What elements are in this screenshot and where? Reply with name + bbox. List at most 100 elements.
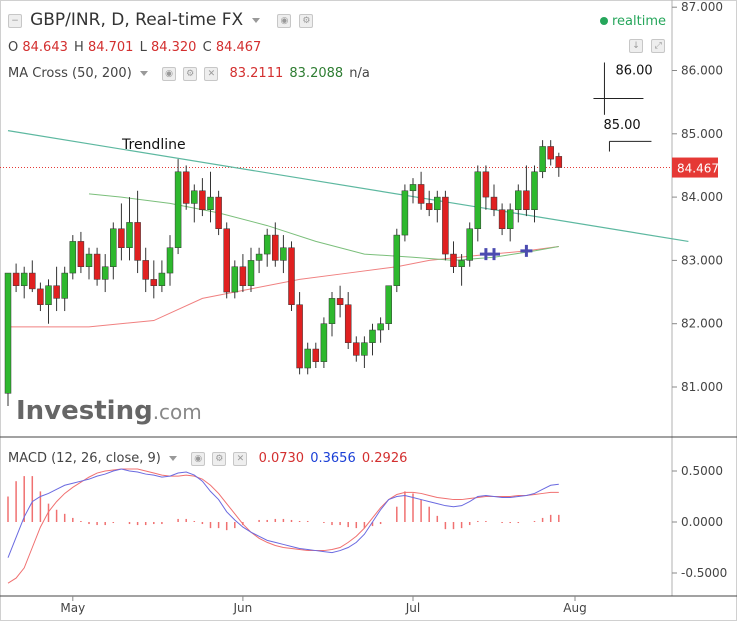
candle-up (101, 266, 109, 280)
candle-down (29, 272, 36, 290)
chart-title: GBP/INR, D, Real-time FX (30, 10, 244, 30)
toolbar-icons: ↓ ⤢ (629, 35, 668, 54)
annotation-85: 85.00 (603, 118, 640, 133)
candle-up (361, 342, 368, 356)
candle-up (531, 171, 538, 211)
candle-down (93, 253, 101, 280)
candle-down (239, 266, 247, 286)
candle-down (182, 171, 190, 204)
eye-icon[interactable]: ◉ (277, 13, 292, 28)
fullscreen-icon[interactable]: ⤢ (651, 38, 666, 53)
gear-icon[interactable]: ⚙ (299, 13, 314, 28)
low-value: 84.320 (150, 40, 197, 55)
price-tick-label: 81.000 (681, 380, 723, 394)
last-price-tag (672, 157, 718, 178)
chevron-down-icon[interactable] (252, 18, 261, 23)
candle-down (344, 304, 352, 343)
candle-down (272, 234, 279, 261)
candle-up (393, 234, 401, 286)
chart-title-row: − GBP/INR, D, Real-time FX ◉ ⚙ (8, 10, 316, 30)
price-tick-label: 84.000 (681, 190, 723, 204)
candle-down (336, 298, 344, 305)
candle-up (191, 190, 198, 204)
candle-up (466, 228, 473, 261)
chevron-down-icon[interactable] (169, 456, 178, 461)
eye-icon[interactable]: ◉ (162, 66, 177, 81)
candle-up (458, 260, 465, 267)
time-tick-label: Aug (563, 601, 586, 615)
candle-up (328, 298, 336, 324)
candle-up (110, 228, 117, 267)
close-value: 84.467 (215, 40, 262, 55)
open-value: 84.643 (22, 40, 68, 55)
close-icon[interactable]: ✕ (233, 451, 248, 466)
close-icon[interactable]: ✕ (204, 66, 219, 81)
ma-value-2: 83.2088 (289, 66, 344, 81)
realtime-indicator: realtime (600, 14, 666, 29)
candle-up (45, 285, 52, 305)
price-tick-label: 83.000 (681, 253, 723, 267)
candle-up (61, 272, 68, 299)
macd-tick-label: -0.5000 (681, 566, 727, 580)
macd-value-2: 0.3656 (310, 451, 356, 466)
candle-down (134, 222, 141, 261)
candle-up (166, 247, 174, 274)
candle-down (425, 203, 433, 211)
price-tick-label: 85.000 (681, 127, 723, 141)
collapse-icon[interactable]: − (8, 13, 22, 28)
candle-up (158, 272, 166, 286)
candle-down (150, 279, 158, 286)
candle-down (118, 228, 125, 248)
high-value: 84.701 (87, 40, 134, 55)
candle-down (288, 247, 295, 305)
candle-down (223, 228, 230, 293)
candle-up (401, 190, 409, 236)
candle-down (482, 171, 490, 198)
macd-indicator-label: MACD (12, 26, close, 9) (8, 451, 161, 466)
candle-up (231, 266, 239, 293)
candle-up (320, 323, 328, 362)
logo-suffix: .com (152, 400, 202, 424)
candle-down (142, 260, 149, 280)
candle-down (555, 156, 563, 168)
time-tick-label: May (60, 601, 85, 615)
logo-brand: Investing (16, 396, 153, 426)
candle-up (126, 222, 133, 248)
chevron-down-icon[interactable] (139, 71, 148, 76)
investing-logo: Investing.com (16, 396, 202, 426)
eye-icon[interactable]: ◉ (191, 451, 206, 466)
candle-down (450, 253, 457, 267)
candle-up (304, 348, 311, 369)
low-label: L (139, 40, 147, 55)
last-price-label: 84.467 (677, 162, 719, 176)
candle-down (312, 348, 320, 362)
candle-down (442, 196, 449, 255)
gear-icon[interactable]: ⚙ (212, 451, 227, 466)
candle-down (523, 190, 530, 211)
price-tick-label: 87.000 (681, 0, 723, 14)
candle-up (539, 146, 546, 173)
candle-up (85, 253, 93, 267)
annotation-86: 86.00 (615, 64, 652, 79)
open-label: O (8, 40, 19, 55)
candle-up (247, 260, 255, 286)
ma-cross-marker (488, 248, 500, 261)
candle-up (377, 323, 384, 331)
candle-down (53, 285, 60, 299)
candle-down (490, 196, 498, 211)
candle-down (77, 241, 85, 267)
candle-up (255, 253, 263, 261)
candle-down (199, 190, 206, 211)
candle-up (369, 329, 376, 343)
candle-up (280, 247, 287, 261)
price-tick-label: 86.000 (681, 64, 723, 78)
ohlc-row: O 84.643 H 84.701 L 84.320 C 84.467 (8, 40, 261, 55)
candle-up (4, 272, 12, 394)
close-label: C (202, 40, 212, 55)
candle-down (417, 184, 425, 204)
gear-icon[interactable]: ⚙ (183, 66, 198, 81)
ma-value-3: n/a (349, 66, 370, 81)
download-icon[interactable]: ↓ (629, 38, 643, 53)
macd-indicator-row: MACD (12, 26, close, 9) ◉ ⚙ ✕ 0.0730 0.3… (8, 451, 407, 466)
